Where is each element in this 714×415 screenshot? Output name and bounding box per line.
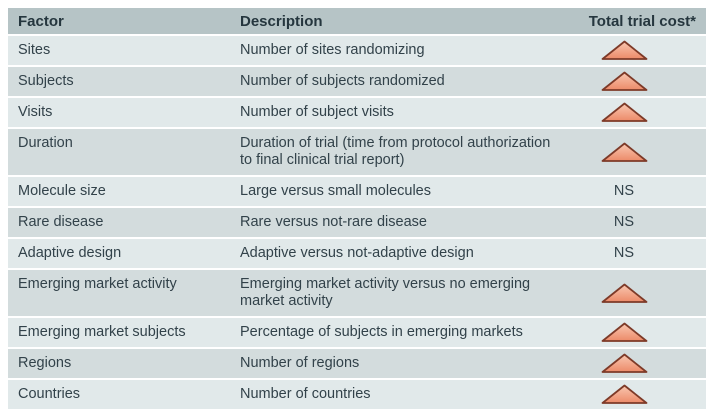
table-header-row: Factor Description Total trial cost* [8, 8, 706, 34]
cost-cell: NS [570, 177, 706, 206]
factor-cell: Molecule size [18, 183, 106, 199]
description-cell: Rare versus not-rare disease [240, 214, 427, 230]
column-header-description: Description [240, 13, 323, 30]
table-row: Countries Number of countries [8, 378, 706, 409]
ns-label: NS [613, 214, 635, 230]
trial-cost-factors-table: Factor Description Total trial cost* Sit… [8, 8, 706, 409]
up-triangle-icon [601, 40, 647, 60]
description-cell: Duration of trial (time from protocol au… [240, 135, 551, 168]
description-cell: Number of regions [240, 355, 360, 371]
cost-cell [570, 380, 706, 409]
table-row: Adaptive design Adaptive versus not-adap… [8, 237, 706, 268]
table-row: Subjects Number of subjects randomized [8, 65, 706, 96]
up-triangle-icon [601, 142, 647, 162]
cost-cell [570, 270, 706, 316]
ns-label: NS [613, 183, 635, 199]
factor-cell: Duration [18, 135, 73, 151]
description-cell: Number of subjects randomized [240, 73, 445, 89]
up-triangle-icon [601, 102, 647, 122]
up-triangle-icon [601, 322, 647, 342]
table-row: Duration Duration of trial (time from pr… [8, 127, 706, 175]
up-triangle-icon [601, 71, 647, 91]
description-cell: Number of countries [240, 386, 371, 402]
table-row: Emerging market subjects Percentage of s… [8, 316, 706, 347]
factor-cell: Subjects [18, 73, 74, 89]
factor-cell: Visits [18, 104, 53, 120]
factor-cell: Countries [18, 386, 81, 402]
factor-cell: Emerging market activity [18, 276, 177, 292]
cost-cell: NS [570, 239, 706, 268]
description-cell: Number of subject visits [240, 104, 394, 120]
description-cell: Number of sites randomizing [240, 42, 425, 58]
column-header-factor: Factor [18, 13, 64, 30]
factor-cell: Sites [18, 42, 51, 58]
factor-cell: Emerging market subjects [18, 324, 186, 340]
cost-cell [570, 98, 706, 127]
table-row: Rare disease Rare versus not-rare diseas… [8, 206, 706, 237]
table-row: Emerging market activity Emerging market… [8, 268, 706, 316]
table-row: Regions Number of regions [8, 347, 706, 378]
factor-cell: Adaptive design [18, 245, 122, 261]
description-cell: Large versus small molecules [240, 183, 431, 199]
cost-cell [570, 67, 706, 96]
factor-cell: Rare disease [18, 214, 104, 230]
cost-cell [570, 349, 706, 378]
factor-cell: Regions [18, 355, 72, 371]
up-triangle-icon [601, 353, 647, 373]
cost-cell: NS [570, 208, 706, 237]
ns-label: NS [613, 245, 635, 261]
description-cell: Percentage of subjects in emerging marke… [240, 324, 523, 340]
column-header-total-trial-cost: Total trial cost* [588, 13, 696, 30]
description-cell: Emerging market activity versus no emerg… [240, 276, 531, 309]
description-cell: Adaptive versus not-adaptive design [240, 245, 474, 261]
table-body: Sites Number of sites randomizing Subjec… [8, 34, 706, 409]
table-row: Visits Number of subject visits [8, 96, 706, 127]
table-row: Molecule size Large versus small molecul… [8, 175, 706, 206]
cost-cell [570, 129, 706, 175]
up-triangle-icon [601, 384, 647, 404]
cost-cell [570, 318, 706, 347]
up-triangle-icon [601, 283, 647, 303]
cost-cell [570, 36, 706, 65]
table-row: Sites Number of sites randomizing [8, 34, 706, 65]
